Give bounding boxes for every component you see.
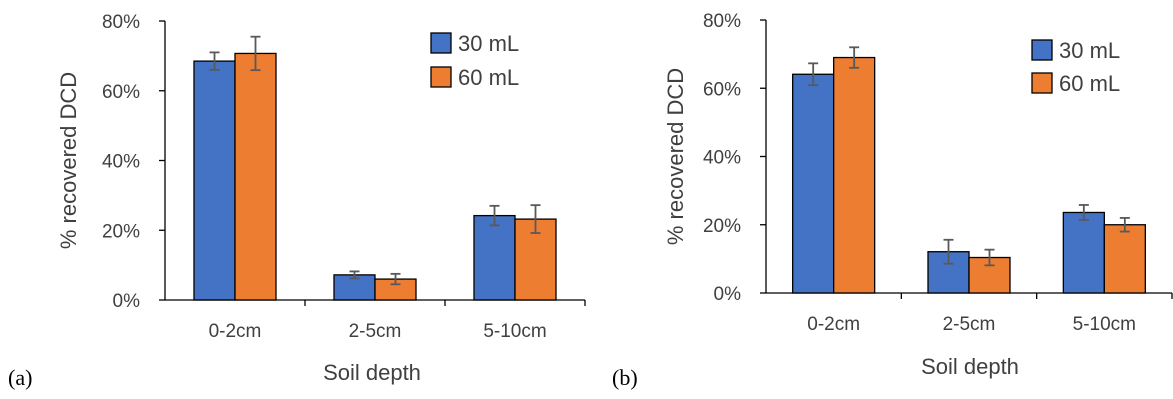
- x-axis-title: Soil depth: [921, 354, 1019, 379]
- y-tick-label: 60%: [703, 79, 741, 100]
- bar-60-ml-5-10cm: [1103, 224, 1146, 294]
- y-tick-label: 20%: [102, 221, 140, 242]
- x-tick-label: 5-10cm: [483, 321, 546, 342]
- bar-60-ml-0-2cm: [833, 56, 876, 294]
- y-tick-label: 40%: [102, 152, 140, 173]
- bar-30-ml-0-2cm: [193, 60, 236, 301]
- panel-label: (a): [8, 365, 32, 390]
- legend-swatch: [1031, 39, 1053, 61]
- legend-label: 30 mL: [458, 31, 519, 56]
- x-tick-label: 0-2cm: [209, 321, 262, 342]
- x-tick-label: 5-10cm: [1073, 314, 1136, 335]
- legend-label: 60 mL: [1059, 71, 1120, 96]
- legend-swatch: [430, 32, 452, 54]
- legend-swatch: [430, 66, 452, 88]
- panel-label: (b): [612, 365, 638, 390]
- x-tick-label: 2-5cm: [943, 314, 996, 335]
- y-tick-label: 80%: [102, 12, 140, 33]
- legend-swatch: [1031, 72, 1053, 94]
- y-axis-title: % recovered DCD: [663, 68, 688, 245]
- y-tick-label: 40%: [703, 148, 741, 169]
- y-tick-label: 0%: [714, 284, 742, 305]
- x-tick-label: 0-2cm: [807, 314, 860, 335]
- y-tick-label: 80%: [703, 11, 741, 32]
- y-tick-label: 60%: [102, 82, 140, 103]
- y-axis-title: % recovered DCD: [56, 72, 81, 249]
- bar-60-ml-0-2cm: [234, 52, 277, 301]
- bar-30-ml-5-10cm: [473, 214, 516, 301]
- chart-panel-b: 0% 20% 40% 60% 80% 0-2cm 2-5cm 5-10cm % recovere…: [612, 11, 1173, 390]
- bar-30-ml-5-10cm: [1062, 211, 1105, 294]
- y-tick-label: 20%: [703, 216, 741, 237]
- legend-label: 60 mL: [458, 65, 519, 90]
- y-tick-label: 0%: [113, 291, 141, 312]
- legend-label: 30 mL: [1059, 38, 1120, 63]
- bar-30-ml-0-2cm: [792, 73, 835, 294]
- x-tick-label: 2-5cm: [349, 321, 402, 342]
- chart-panel-a: 0% 20% 40% 60% 80% 0-2cm 2-5cm 5-10cm % recovere…: [8, 12, 586, 390]
- x-axis-title: Soil depth: [323, 360, 421, 385]
- bar-30-ml-2-5cm: [333, 274, 376, 301]
